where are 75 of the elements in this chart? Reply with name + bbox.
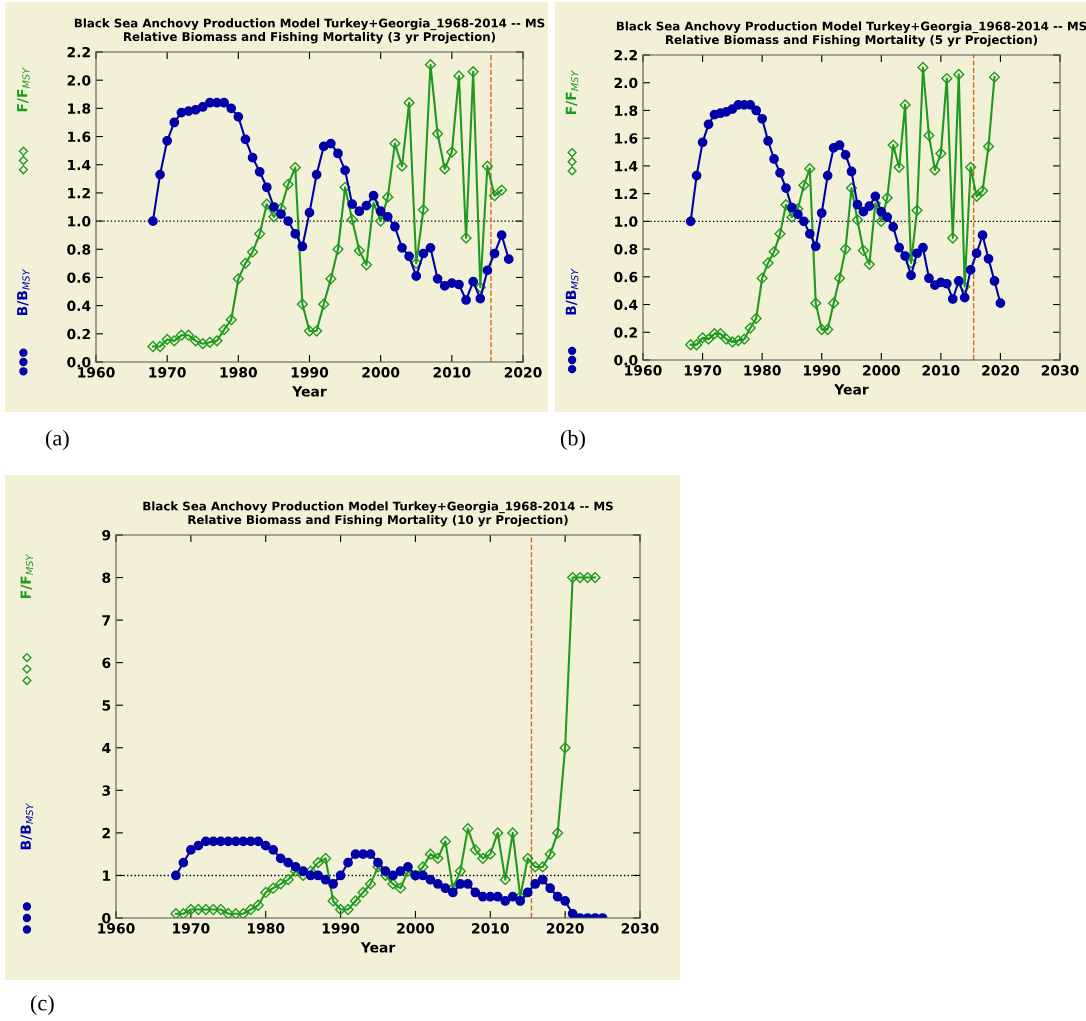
text: B/B$_{MSY}$ [20,802,34,850]
x-axis-title: Year [292,386,327,397]
y-tick-label: 6 [102,657,111,669]
text: F/F$_{MSY}$ [17,67,30,112]
y-tick-label: 0.0 [67,356,91,368]
y-tick-label: 3 [102,785,111,796]
x-tick-label: 1960 [78,367,115,378]
chart-title: Black Sea Anchovy Production Model Turkey+Georgia_1968-2014 -- MS [74,18,545,31]
x-tick-label: 2020 [546,923,584,934]
x-tick-label: 2020 [504,367,542,378]
x-axis-title: Year [834,384,869,395]
y-tick-label: 0.4 [67,300,91,312]
text: (c) [30,994,54,1016]
y-tick-label: 4 [102,742,111,754]
x-tick-label: 1970 [684,365,722,376]
y-tick-label: 7 [102,615,111,626]
y-tick-label: 0.4 [614,299,638,311]
text: (a) [45,429,69,451]
chart-subtitle: Relative Biomass and Fishing Mortality (10 yr Projection) [188,514,568,527]
x-tick-label: 1990 [322,923,360,934]
chart-subtitle: Relative Biomass and Fishing Mortality (3 yr Projection) [124,31,496,44]
x-tick-label: 2020 [982,365,1020,376]
chart-subtitle: Relative Biomass and Fishing Mortality (5 yr Projection) [666,34,1038,47]
y-tick-label: 0.8 [67,244,91,255]
y-tick-label: 8 [102,572,111,584]
x-tick-label: 2000 [863,365,900,376]
x-tick-label: 2000 [362,367,400,378]
text: B/B$_{MSY}$ [565,268,579,315]
y-tick-label: 1.0 [615,216,638,227]
x-tick-label: 2010 [433,367,471,378]
x-tick-label: 1980 [247,923,285,934]
x-axis-title: Year [360,942,396,953]
y-tick-label: 1 [103,870,111,881]
y-tick-label: 0.2 [614,327,637,338]
y-tick-label: 1.0 [68,216,91,227]
y-tick-label: 5 [102,700,111,711]
y-tick-label: 0.6 [614,271,638,283]
y-tick-label: 0.8 [614,244,638,255]
x-tick-label: 1970 [149,367,186,378]
y-tick-label: 0 [102,912,111,924]
y-tick-label: 1.8 [615,105,638,116]
y-tick-label: 2.0 [614,77,638,89]
x-tick-label: 2010 [922,365,960,376]
y-tick-label: 9 [102,529,111,541]
y-tick-label: 1.2 [615,188,637,199]
text: (b) [560,429,585,451]
x-tick-label: 1980 [744,365,781,376]
y-tick-label: 0.6 [67,272,91,283]
text: F/F$_{MSY}$ [20,553,34,599]
text: B/B$_{MSY}$ [17,268,30,316]
x-tick-label: 1970 [173,923,210,934]
y-tick-label: 2.2 [614,49,637,61]
y-tick-label: 0.0 [614,354,638,366]
y-tick-label: 1.2 [68,187,90,199]
x-tick-label: 1990 [803,365,841,376]
x-tick-label: 1990 [291,367,329,378]
x-tick-label: 2030 [621,923,659,934]
y-tick-label: 2 [102,827,110,839]
chart-title: Black Sea Anchovy Production Model Turkey+Georgia_1968-2014 -- MS [616,21,1086,34]
y-tick-label: 1.4 [68,159,91,170]
text: F/F$_{MSY}$ [565,70,579,115]
y-tick-label: 1.4 [615,161,638,172]
x-tick-label: 2000 [397,923,435,934]
x-tick-label: 1960 [98,923,135,934]
y-tick-label: 0.2 [67,328,90,340]
y-tick-label: 1.6 [615,133,638,144]
x-tick-label: 1980 [220,367,257,378]
y-tick-label: 1.6 [68,131,91,143]
x-tick-label: 2030 [1041,365,1079,376]
y-tick-label: 2.2 [67,46,90,58]
chart-title: Black Sea Anchovy Production Model Turkey+Georgia_1968-2014 -- MS [143,501,613,514]
x-tick-label: 2010 [472,923,509,934]
y-tick-label: 1.8 [68,103,91,114]
y-tick-label: 2.0 [67,75,91,86]
x-tick-label: 1960 [625,365,662,376]
